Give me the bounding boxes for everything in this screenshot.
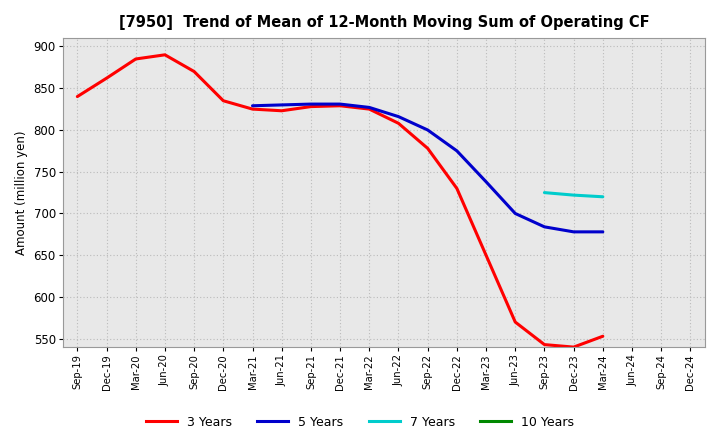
Y-axis label: Amount (million yen): Amount (million yen)	[15, 130, 28, 255]
Legend: 3 Years, 5 Years, 7 Years, 10 Years: 3 Years, 5 Years, 7 Years, 10 Years	[141, 411, 579, 434]
Title: [7950]  Trend of Mean of 12-Month Moving Sum of Operating CF: [7950] Trend of Mean of 12-Month Moving …	[119, 15, 649, 30]
